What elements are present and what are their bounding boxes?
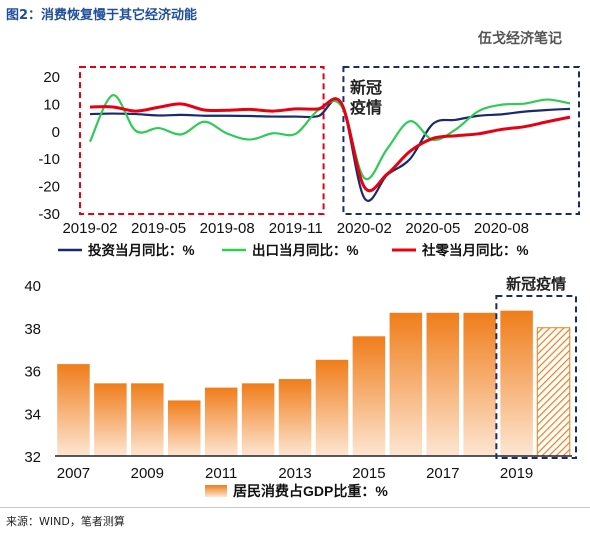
- bar-annotation-covid: 新冠疫情: [506, 275, 566, 293]
- bar-2015: [352, 336, 386, 456]
- bar-2008: [94, 383, 127, 456]
- line-x-tick-label: 2020-08: [474, 220, 529, 237]
- line-y-tick-label: 10: [43, 96, 60, 113]
- series-retail-sales-line: [89, 97, 571, 193]
- bar-y-tick-label: 36: [24, 364, 41, 381]
- legend-label-export-line: 出口当月同比：%: [252, 242, 359, 258]
- bar-chart: 40 38 36 34 32 2007 2009 2011 2013 2015 2017 2019 新冠…: [24, 275, 578, 499]
- line-y-tick-label: -20: [38, 179, 60, 196]
- bar-covid-highlight-box: [495, 295, 578, 459]
- bar-y-tick-label: 32: [24, 449, 41, 466]
- line-annotation-covid: 新冠: [350, 78, 382, 97]
- bar-2014: [315, 359, 349, 456]
- bar-x-tick-label: 2009: [131, 465, 164, 482]
- bar-x-tick-label: 2015: [352, 465, 385, 482]
- bar-2018: [463, 312, 496, 456]
- bar-x-tick-label: 2017: [426, 465, 459, 482]
- legend-swatch-consumption: [205, 485, 227, 497]
- line-y-tick-label: -30: [38, 206, 60, 223]
- legend-label-retail-sales-line: 社零当月同比：%: [421, 242, 529, 258]
- source-note: 来源：WIND，笔者测算: [6, 515, 125, 528]
- bar-x-tick-label: 2013: [278, 465, 311, 482]
- bar-2009: [131, 383, 164, 456]
- legend-label-consumption: 居民消费占GDP比重：%: [233, 483, 388, 499]
- bar-2012: [241, 383, 275, 456]
- bar-2016: [389, 312, 423, 456]
- bar-2013: [278, 379, 312, 456]
- figure-title: 图2：消费恢复慢于其它经济动能: [6, 8, 198, 23]
- line-y-tick-label: -10: [38, 151, 60, 168]
- line-y-tick-label: 20: [43, 69, 60, 86]
- pre-covid-highlight-box: [79, 66, 325, 215]
- bar-y-tick-label: 40: [24, 278, 41, 295]
- bar-2007: [57, 364, 90, 456]
- bar-x-tick-label: 2007: [57, 465, 90, 482]
- line-x-tick-label: 2020-05: [405, 220, 460, 237]
- bar-2010: [168, 400, 201, 456]
- line-x-tick-label: 2020-02: [337, 220, 392, 237]
- bar-2019: [500, 310, 533, 456]
- line-x-tick-label: 2019-02: [62, 220, 117, 237]
- bar-y-tick-label: 34: [24, 406, 41, 423]
- series-investment-line: [89, 98, 571, 202]
- line-x-tick-label: 2019-05: [131, 220, 186, 237]
- brand-watermark: 伍戈经济笔记: [478, 31, 562, 47]
- bar-2020: [536, 327, 571, 457]
- bar-2011: [204, 387, 238, 456]
- line-x-tick-label: 2019-11: [269, 220, 323, 237]
- covid-highlight-box: [342, 66, 580, 215]
- legend-label-investment-line: 投资当月同比：%: [88, 242, 195, 258]
- line-annotation-covid: 疫情: [350, 98, 382, 117]
- line-y-tick-label: 0: [52, 124, 60, 141]
- bar-y-tick-label: 38: [24, 321, 41, 338]
- bar-x-tick-label: 2011: [205, 465, 237, 482]
- bar-2017: [426, 312, 459, 456]
- footer-divider: [0, 507, 590, 508]
- bar-x-tick-label: 2019: [500, 465, 533, 482]
- line-x-tick-label: 2019-08: [200, 220, 255, 237]
